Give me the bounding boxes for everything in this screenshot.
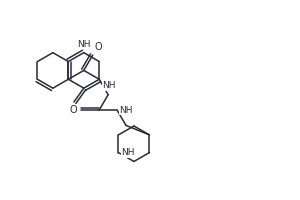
Text: NH: NH [119,106,133,115]
Text: O: O [95,42,102,52]
Text: NH: NH [102,81,116,90]
Text: NH: NH [122,148,135,157]
Text: O: O [70,105,77,115]
Text: O: O [68,107,76,117]
Text: NH: NH [77,40,91,49]
